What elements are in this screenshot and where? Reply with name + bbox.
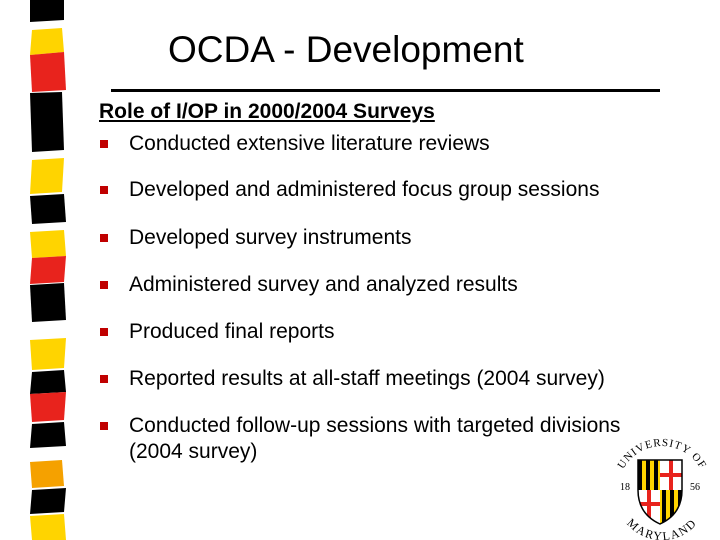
list-item-text: Produced final reports <box>129 320 335 343</box>
square-bullet-icon <box>100 234 108 242</box>
list-item-text: Developed and administered focus group s… <box>129 178 600 201</box>
section-heading: Role of I/OP in 2000/2004 Surveys <box>99 100 435 123</box>
seal-year-left: 18 <box>620 482 630 493</box>
seal-year-right: 56 <box>690 482 700 493</box>
list-item-text: Conducted extensive literature reviews <box>129 132 490 155</box>
list-item-text: Reported results at all-staff meetings (… <box>129 367 605 390</box>
university-seal-logo: UNIVERSITY OF MARYLAND 18 56 <box>615 437 707 540</box>
decorative-stripe <box>30 0 66 540</box>
list-item-text: (2004 survey) <box>129 440 258 463</box>
square-bullet-icon <box>100 281 108 289</box>
title-divider <box>111 89 660 92</box>
list-item-text: Developed survey instruments <box>129 226 412 249</box>
square-bullet-icon <box>100 422 108 430</box>
square-bullet-icon <box>100 328 108 336</box>
list-item-text: Conducted follow-up sessions with target… <box>129 414 621 437</box>
square-bullet-icon <box>100 375 108 383</box>
list-item-text: Administered survey and analyzed results <box>129 273 518 296</box>
square-bullet-icon <box>100 186 108 194</box>
slide-title: OCDA - Development <box>168 29 524 70</box>
square-bullet-icon <box>100 140 108 148</box>
